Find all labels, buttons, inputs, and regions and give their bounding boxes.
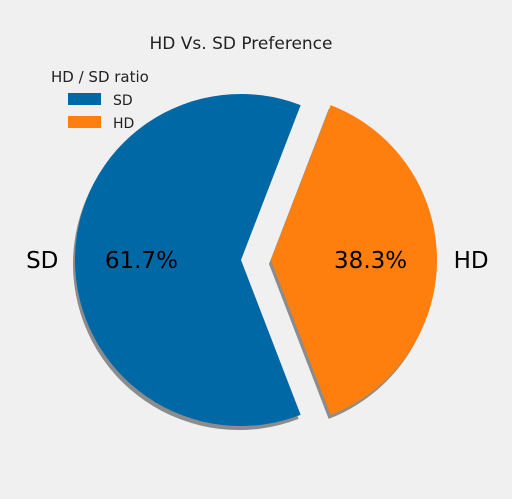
legend-swatch-sd bbox=[68, 93, 101, 105]
slice-labels: SD 61.7% HD 38.3% bbox=[26, 248, 489, 274]
legend-title: HD / SD ratio bbox=[51, 68, 149, 86]
slice-hd bbox=[271, 105, 437, 415]
slice-label-hd: HD bbox=[454, 248, 489, 274]
legend-label-sd: SD bbox=[113, 93, 133, 109]
chart-title: HD Vs. SD Preference bbox=[150, 34, 333, 54]
pct-label-sd: 61.7% bbox=[105, 248, 178, 274]
legend: HD / SD ratio SD HD bbox=[51, 68, 149, 132]
legend-swatch-hd bbox=[68, 116, 101, 128]
slice-sd bbox=[74, 93, 301, 427]
pct-label-hd: 38.3% bbox=[334, 248, 407, 274]
pie-slices bbox=[74, 93, 437, 427]
slice-label-sd: SD bbox=[26, 248, 58, 274]
legend-label-hd: HD bbox=[113, 116, 134, 132]
